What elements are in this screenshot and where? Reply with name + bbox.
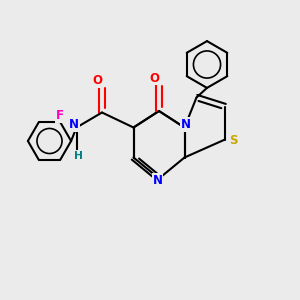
- Text: S: S: [229, 134, 238, 148]
- Text: N: N: [69, 118, 79, 131]
- Text: O: O: [149, 71, 160, 85]
- Text: O: O: [92, 74, 103, 88]
- Text: F: F: [56, 109, 64, 122]
- Text: H: H: [74, 151, 82, 161]
- Text: N: N: [181, 118, 191, 131]
- Text: N: N: [152, 173, 163, 187]
